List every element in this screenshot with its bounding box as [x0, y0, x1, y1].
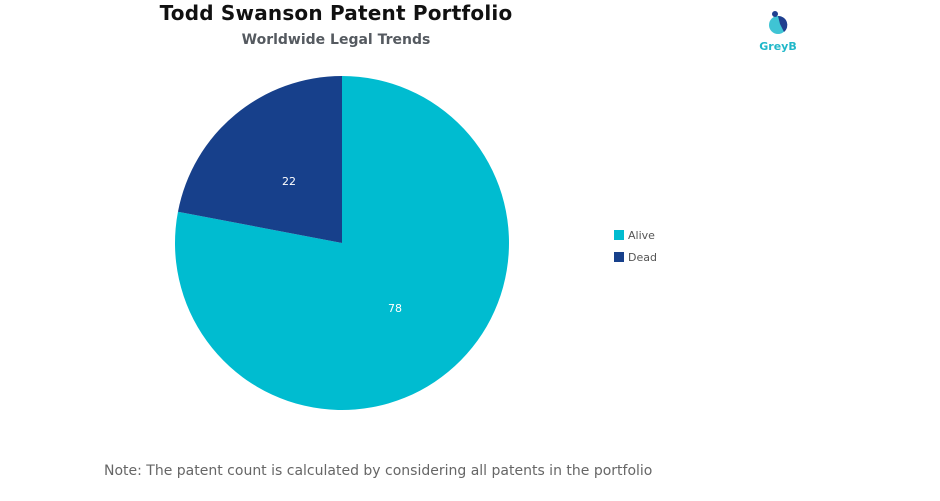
legend-swatch-dead: [614, 252, 624, 262]
footer-note: Note: The patent count is calculated by …: [104, 463, 653, 479]
legend-item-alive[interactable]: Alive: [614, 224, 657, 246]
pie-slice-alive[interactable]: [175, 76, 509, 411]
legend-swatch-alive: [614, 230, 624, 240]
chart-title: Todd Swanson Patent Portfolio: [159, 1, 513, 25]
chart-subtitle: Worldwide Legal Trends: [241, 32, 431, 48]
chart-legend: Alive Dead: [614, 224, 657, 268]
legend-label-dead: Dead: [628, 250, 657, 264]
slice-label-dead: 22: [282, 175, 296, 188]
slice-label-alive: 78: [388, 302, 402, 315]
legend-label-alive: Alive: [628, 228, 655, 242]
pie-slice-dead[interactable]: [177, 76, 342, 243]
logo-text: GreyB: [759, 40, 797, 53]
greyb-logo: GreyB: [758, 10, 798, 58]
legend-item-dead[interactable]: Dead: [614, 246, 657, 268]
greyb-logo-icon: [769, 11, 788, 34]
